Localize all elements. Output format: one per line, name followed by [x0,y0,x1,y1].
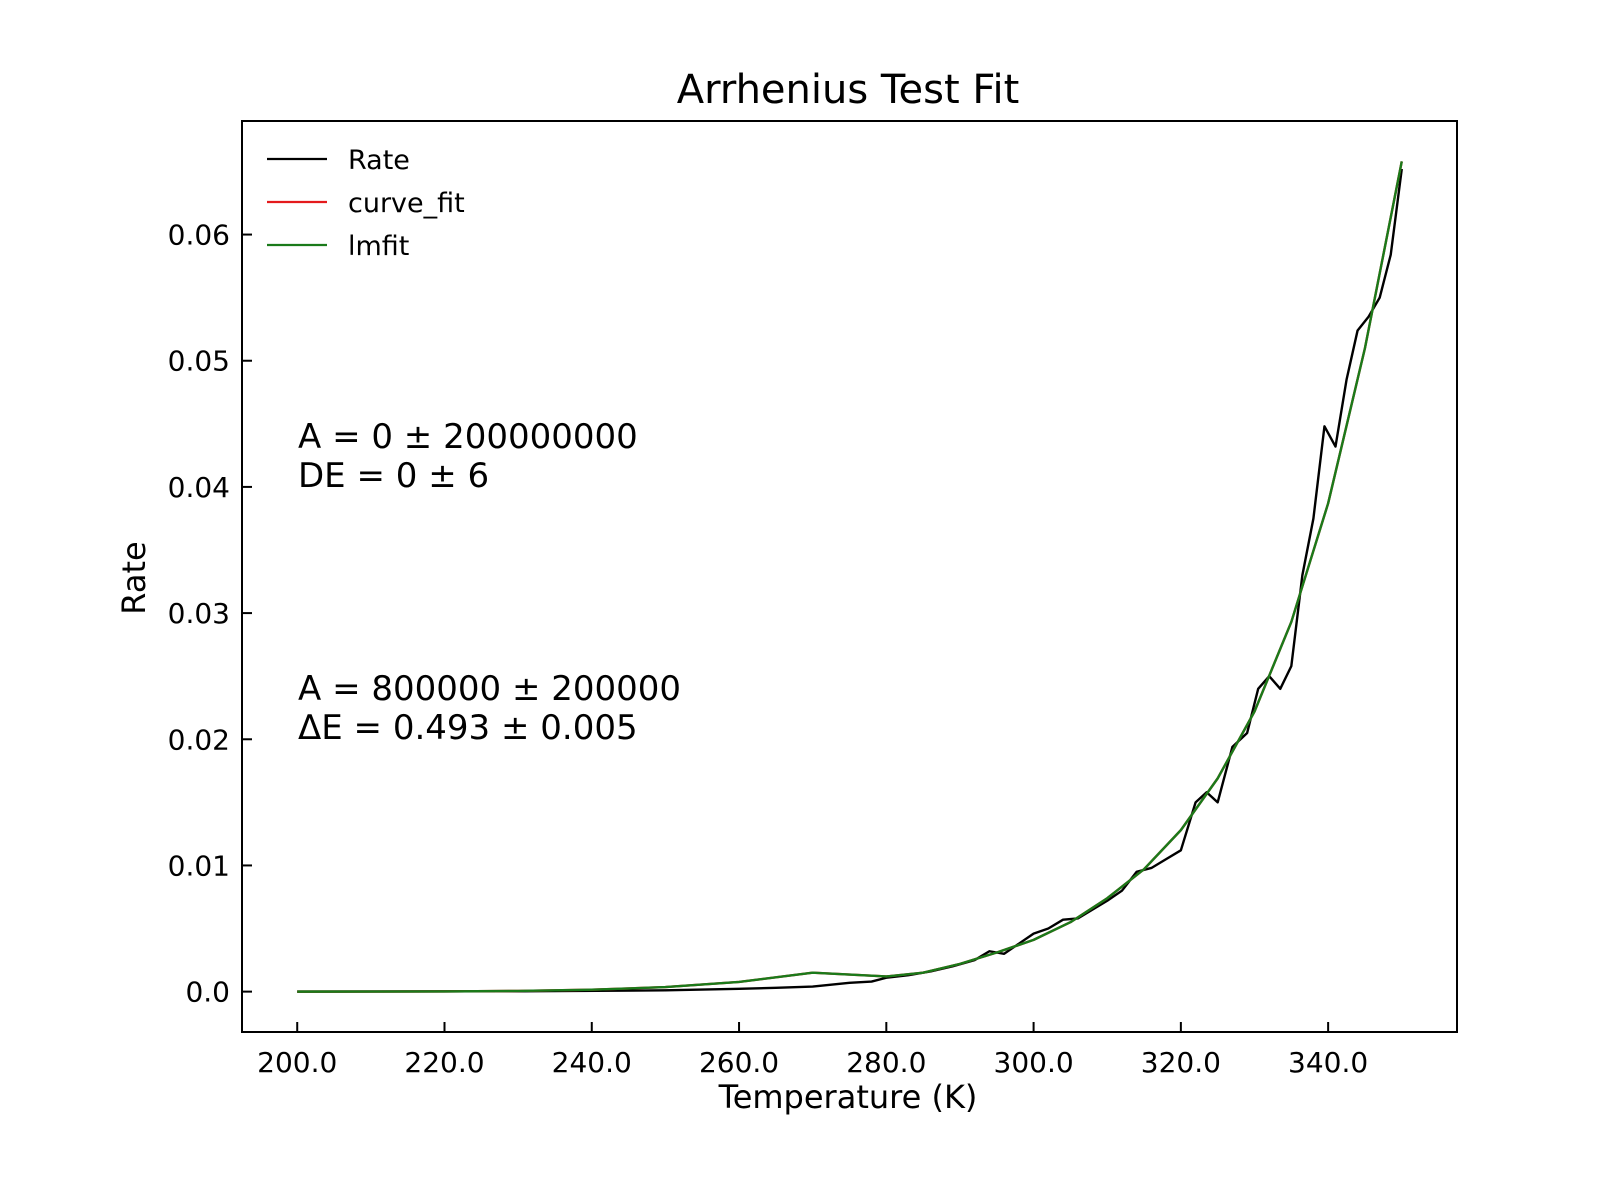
y-tick-label: 0.04 [168,471,230,504]
y-axis-label: Rate [115,541,153,614]
plot-area [241,120,1458,1033]
x-axis-ticks: 200.0 220.0 240.0 260.0 280.0 300.0 320.0 340.0 [257,1022,1368,1079]
plot-frame [241,120,1458,1033]
series-layer [297,161,1403,993]
y-tick-label: 0.03 [168,597,230,630]
x-tick-label: 300.0 [994,1046,1074,1079]
x-tick-label: 220.0 [404,1046,484,1079]
x-tick-label: 200.0 [257,1046,337,1079]
legend-label-curve-fit: curve_fit [348,188,465,219]
legend-label-lmfit: lmfit [348,231,409,262]
fit-annotations: A = 0 ± 200000000 DE = 0 ± 6 A = 800000 … [298,417,681,748]
x-tick-label: 260.0 [699,1046,779,1079]
annotation-1-line-1: A = 0 ± 200000000 [298,417,638,457]
annotation-1-line-2: DE = 0 ± 6 [298,456,489,496]
y-axis-ticks: 0.0 0.01 0.02 0.03 0.04 0.05 0.06 [168,219,252,1009]
x-tick-label: 280.0 [846,1046,926,1079]
y-tick-label: 0.0 [185,976,230,1009]
y-tick-label: 0.02 [168,723,230,756]
y-tick-label: 0.01 [168,849,230,882]
legend-label-rate: Rate [348,145,410,176]
x-axis-label: Temperature (K) [718,1078,978,1116]
x-tick-label: 340.0 [1288,1046,1368,1079]
series-line-lmfit [297,161,1403,993]
x-tick-label: 240.0 [552,1046,632,1079]
y-tick-label: 0.06 [168,219,230,252]
legend: Rate curve_fit lmfit [267,145,465,262]
annotation-2-line-1: A = 800000 ± 200000 [298,669,681,709]
annotation-2-line-2: ΔE = 0.493 ± 0.005 [298,708,638,748]
chart-title: Arrhenius Test Fit [677,67,1020,113]
y-tick-label: 0.05 [168,345,230,378]
x-tick-label: 320.0 [1141,1046,1221,1079]
